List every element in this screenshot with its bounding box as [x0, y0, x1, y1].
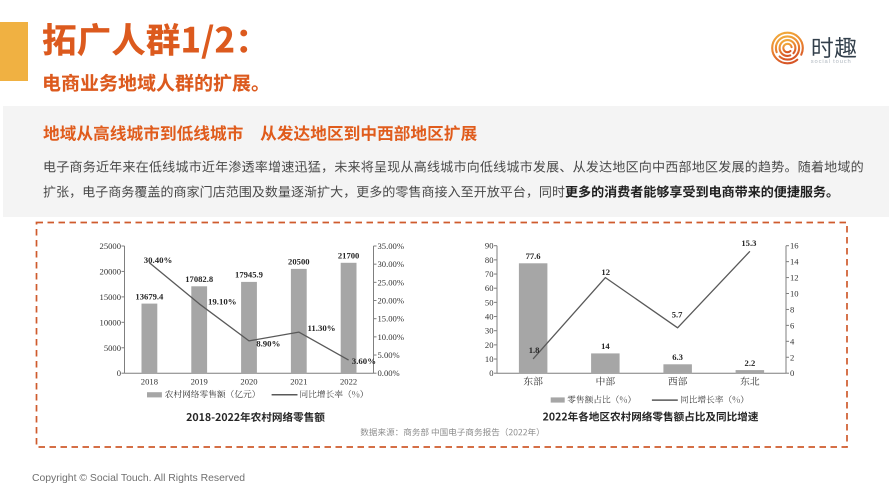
svg-text:2: 2 [790, 352, 794, 362]
svg-text:14: 14 [790, 257, 799, 267]
svg-text:10000: 10000 [100, 317, 121, 327]
svg-text:50: 50 [485, 297, 494, 307]
svg-text:90: 90 [485, 241, 494, 251]
svg-text:5000: 5000 [104, 343, 121, 353]
svg-text:12: 12 [601, 267, 610, 277]
svg-text:12: 12 [790, 273, 799, 283]
svg-text:80: 80 [485, 255, 494, 265]
svg-text:17082.8: 17082.8 [185, 274, 214, 284]
svg-text:social touch: social touch [811, 59, 852, 65]
svg-text:8.90%: 8.90% [256, 339, 280, 349]
svg-text:77.6: 77.6 [526, 251, 542, 261]
svg-text:2.2: 2.2 [745, 358, 756, 368]
svg-text:3.60%: 3.60% [352, 356, 376, 366]
svg-text:25000: 25000 [100, 241, 121, 251]
svg-text:10.00%: 10.00% [378, 332, 405, 342]
svg-text:17945.9: 17945.9 [235, 270, 263, 280]
svg-text:16: 16 [790, 241, 799, 251]
svg-text:30: 30 [485, 326, 494, 336]
svg-text:70: 70 [485, 269, 494, 279]
svg-text:2022: 2022 [340, 377, 357, 387]
svg-text:6: 6 [790, 320, 795, 330]
svg-text:15000: 15000 [100, 292, 121, 302]
svg-text:20500: 20500 [288, 257, 309, 267]
svg-text:30.00%: 30.00% [378, 259, 405, 269]
svg-text:20.00%: 20.00% [378, 296, 405, 306]
svg-text:5.00%: 5.00% [378, 350, 400, 360]
svg-text:14: 14 [601, 341, 610, 351]
svg-text:35.00%: 35.00% [378, 241, 405, 251]
svg-text:0: 0 [117, 368, 121, 378]
svg-text:19.10%: 19.10% [208, 297, 237, 307]
svg-text:30.40%: 30.40% [144, 255, 173, 265]
svg-text:25.00%: 25.00% [378, 277, 405, 287]
svg-text:2021: 2021 [290, 377, 307, 387]
svg-text:8: 8 [790, 304, 794, 314]
svg-text:5.7: 5.7 [672, 309, 683, 319]
svg-text:0: 0 [489, 368, 493, 378]
svg-text:0.00%: 0.00% [378, 368, 400, 378]
svg-text:2019: 2019 [191, 377, 208, 387]
svg-text:60: 60 [485, 283, 494, 293]
svg-text:15.3: 15.3 [741, 238, 756, 248]
svg-text:4: 4 [790, 336, 795, 346]
svg-text:11.30%: 11.30% [307, 323, 335, 333]
svg-text:21700: 21700 [338, 251, 359, 261]
svg-text:40: 40 [485, 312, 494, 322]
svg-text:15.00%: 15.00% [378, 314, 405, 324]
svg-text:13679.4: 13679.4 [135, 291, 164, 301]
svg-text:2018: 2018 [141, 377, 158, 387]
svg-text:Copyright © Social Touch. All: Copyright © Social Touch. All Rights Res… [32, 473, 245, 484]
svg-text:0: 0 [790, 368, 794, 378]
svg-text:1.8: 1.8 [529, 345, 540, 355]
svg-text:10: 10 [485, 354, 494, 364]
svg-text:2020: 2020 [240, 377, 257, 387]
svg-text:20: 20 [485, 340, 494, 350]
svg-text:10: 10 [790, 289, 799, 299]
svg-text:6.3: 6.3 [672, 352, 683, 362]
svg-text:20000: 20000 [100, 266, 121, 276]
